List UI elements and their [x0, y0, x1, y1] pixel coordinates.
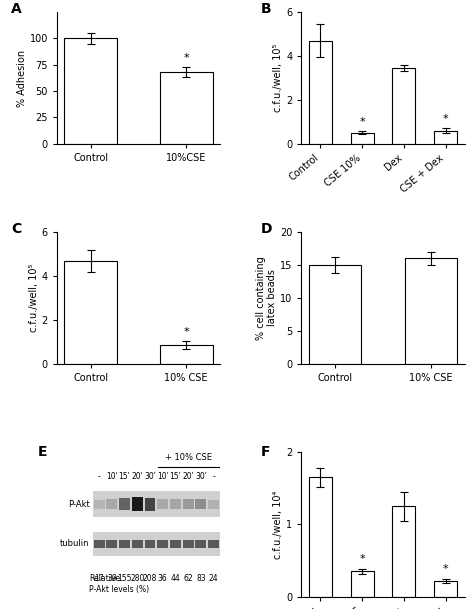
Text: *: *: [443, 114, 448, 124]
Bar: [392, 506, 415, 597]
Text: 280: 280: [130, 574, 145, 583]
Bar: [309, 41, 332, 144]
Text: 24: 24: [209, 574, 219, 583]
Text: 155: 155: [117, 574, 132, 583]
Text: 44: 44: [171, 574, 180, 583]
Text: F: F: [261, 445, 270, 459]
Bar: [351, 571, 374, 597]
Bar: [208, 540, 219, 547]
Text: 62: 62: [183, 574, 193, 583]
Bar: [64, 261, 117, 364]
Text: *: *: [183, 327, 189, 337]
Text: tubulin: tubulin: [60, 540, 90, 549]
Bar: [434, 130, 457, 144]
Bar: [160, 345, 212, 364]
Text: C: C: [11, 222, 21, 236]
Bar: [119, 498, 130, 510]
Text: B: B: [261, 2, 271, 16]
Text: 17: 17: [94, 574, 104, 583]
Bar: [351, 133, 374, 144]
Bar: [94, 499, 104, 509]
Bar: [195, 540, 206, 547]
Text: 36: 36: [158, 574, 168, 583]
Text: P-Akt levels (%): P-Akt levels (%): [90, 585, 150, 594]
Text: 30ʹ: 30ʹ: [144, 472, 156, 481]
Text: *: *: [359, 118, 365, 127]
Bar: [309, 265, 362, 364]
Text: Relative: Relative: [90, 574, 120, 583]
Bar: [309, 477, 332, 597]
Bar: [93, 491, 220, 517]
Bar: [145, 498, 155, 511]
Y-axis label: c.f.u./well, 10⁴: c.f.u./well, 10⁴: [273, 490, 283, 558]
Bar: [160, 72, 212, 144]
Bar: [183, 499, 193, 509]
Text: 20ʹ: 20ʹ: [131, 472, 143, 481]
Bar: [94, 540, 104, 547]
Bar: [170, 540, 181, 547]
Text: 10ʹ: 10ʹ: [157, 472, 169, 481]
Text: 208: 208: [143, 574, 157, 583]
Text: 15ʹ: 15ʹ: [118, 472, 130, 481]
Text: 15ʹ: 15ʹ: [170, 472, 181, 481]
Bar: [145, 540, 155, 547]
Bar: [157, 540, 168, 547]
Text: -: -: [98, 472, 100, 481]
Text: 39: 39: [107, 574, 117, 583]
Bar: [107, 499, 117, 509]
Text: D: D: [261, 222, 272, 236]
Y-axis label: % cell containing
latex beads: % cell containing latex beads: [255, 256, 277, 340]
Text: 83: 83: [196, 574, 206, 583]
Bar: [119, 540, 130, 547]
Y-axis label: % Adhesion: % Adhesion: [17, 49, 27, 107]
Text: A: A: [11, 2, 22, 16]
Bar: [392, 68, 415, 144]
Bar: [404, 258, 457, 364]
Y-axis label: c.f.u./well, 10⁵: c.f.u./well, 10⁵: [29, 264, 39, 332]
Bar: [132, 497, 143, 512]
Bar: [157, 499, 168, 509]
Bar: [64, 38, 117, 144]
Y-axis label: c.f.u./well, 10⁵: c.f.u./well, 10⁵: [273, 44, 283, 112]
Bar: [93, 532, 220, 556]
Text: *: *: [183, 53, 189, 63]
Text: P-Akt: P-Akt: [68, 500, 90, 509]
Text: 20ʹ: 20ʹ: [182, 472, 194, 481]
Bar: [208, 499, 219, 509]
Bar: [183, 540, 193, 547]
Text: + 10% CSE: + 10% CSE: [164, 453, 211, 462]
Bar: [107, 540, 117, 547]
Text: 30ʹ: 30ʹ: [195, 472, 207, 481]
Bar: [434, 581, 457, 597]
Bar: [170, 499, 181, 509]
Text: E: E: [37, 445, 47, 459]
Text: 10ʹ: 10ʹ: [106, 472, 118, 481]
Text: -: -: [212, 472, 215, 481]
Text: *: *: [443, 565, 448, 574]
Bar: [195, 499, 206, 509]
Text: *: *: [359, 554, 365, 565]
Bar: [132, 540, 143, 547]
